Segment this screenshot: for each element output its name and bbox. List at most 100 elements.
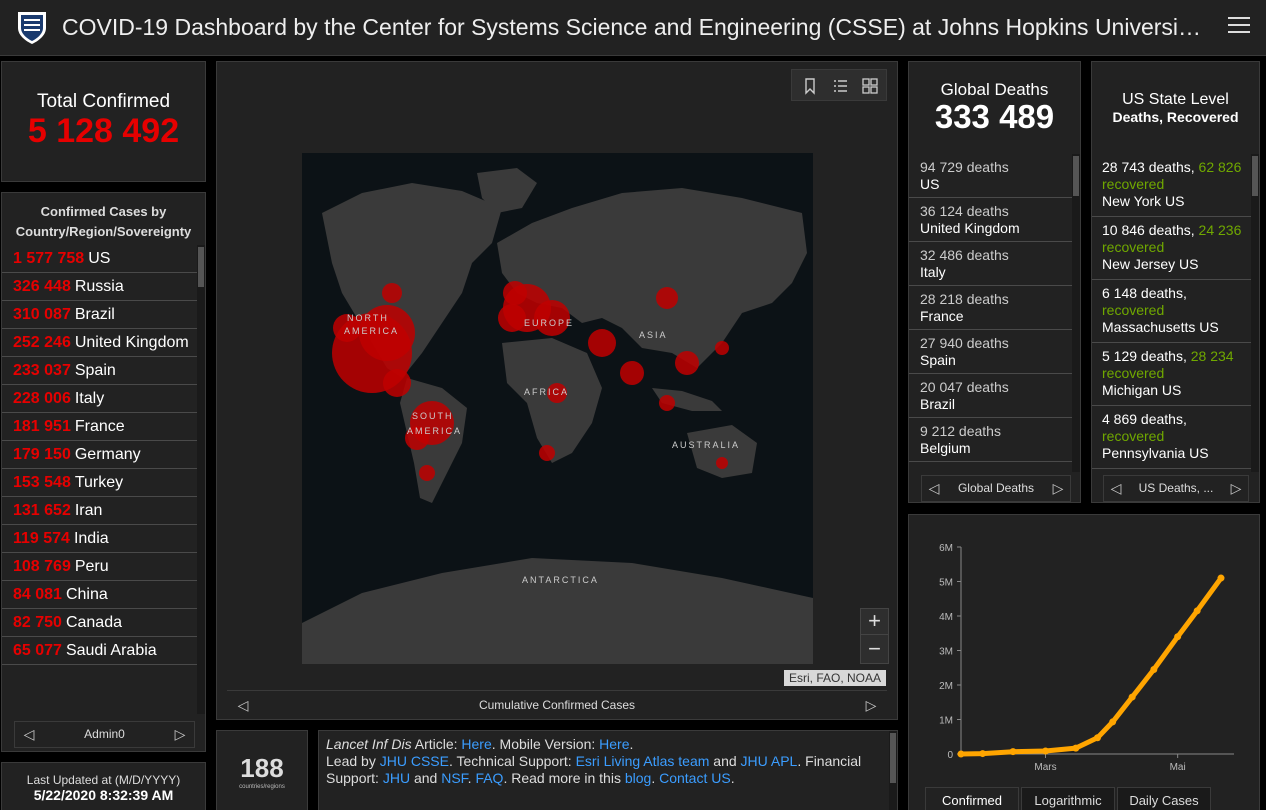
case-bubble-canada [382, 283, 402, 303]
chart-tab-logarithmic[interactable]: Logarithmic [1021, 787, 1115, 810]
country-list-item[interactable]: 82 750 Canada [2, 609, 199, 637]
deaths-list-item[interactable]: 94 729 deaths US [909, 154, 1073, 198]
country-list[interactable]: 1 577 758 US 326 448 Russia 310 087 Brazil 252… [2, 245, 199, 714]
country-list-item[interactable]: 228 006 Italy [2, 385, 199, 413]
country-list-item[interactable]: 252 246 United Kingdom [2, 329, 199, 357]
map-label: EUROPE [524, 318, 574, 328]
deaths-list[interactable]: 94 729 deaths US 36 124 deaths United Kingd… [909, 154, 1073, 472]
deaths-list-item[interactable]: 36 124 deaths United Kingdom [909, 198, 1073, 242]
country-list-item[interactable]: 119 574 India [2, 525, 199, 553]
faq-link[interactable]: FAQ [475, 770, 504, 786]
country-list-item[interactable]: 153 548 Turkey [2, 469, 199, 497]
country-list-item[interactable]: 108 769 Peru [2, 553, 199, 581]
deaths-place: Brazil [920, 396, 956, 412]
us-state-deaths: 4 869 deaths, [1102, 411, 1187, 427]
zoom-in-button[interactable]: + [861, 609, 888, 635]
deaths-scrollbar[interactable] [1072, 154, 1080, 472]
country-list-scrollbar[interactable] [197, 245, 205, 714]
us-state-list-item[interactable]: 6 148 deaths, recovered Massachusetts US [1092, 280, 1252, 343]
prev-arrow-icon[interactable]: ◁ [23, 726, 35, 742]
country-list-item[interactable]: 179 150 Germany [2, 441, 199, 469]
country-list-item[interactable]: 131 652 Iran [2, 497, 199, 525]
chart-tab-daily-cases[interactable]: Daily Cases [1117, 787, 1211, 810]
next-arrow-icon[interactable]: ▷ [1052, 480, 1064, 496]
jhu-csse-link[interactable]: JHU CSSE [379, 753, 449, 769]
country-name: Saudi Arabia [65, 642, 157, 659]
country-list-item[interactable]: 1 577 758 US [2, 245, 199, 273]
next-map-arrow-icon[interactable]: ▷ [865, 697, 877, 713]
map-label: NORTH [347, 313, 389, 323]
series-line [958, 575, 1224, 757]
us-state-deaths: 5 129 deaths, [1102, 348, 1187, 364]
info-text: . [730, 770, 735, 786]
country-confirmed-value: 252 246 [13, 334, 71, 351]
deaths-place: Spain [920, 352, 956, 368]
data-point [1094, 734, 1101, 742]
chart-tab-confirmed[interactable]: Confirmed [925, 787, 1019, 810]
us-state-list-item[interactable]: 10 846 deaths, 24 236 recovered New Jersey… [1092, 217, 1252, 280]
jhu-apl-link[interactable]: JHU APL [740, 753, 798, 769]
bookmark-icon[interactable] [800, 76, 820, 96]
confirmed-chart-panel: 0 1M 2M 3M 4M 5M 6M Mars Mai Confirmed Logarithmi… [908, 514, 1260, 810]
info-text: . [629, 736, 634, 752]
scrollbar-thumb[interactable] [1252, 156, 1258, 196]
us-state-list[interactable]: 28 743 deaths, 62 826 recovered New York U… [1092, 154, 1252, 472]
us-state-scrollbar[interactable] [1251, 154, 1259, 472]
map-panel: NORTH AMERICA EUROPE ASIA AFRICA SOUTH A… [216, 61, 898, 720]
deaths-list-item[interactable]: 9 212 deaths Belgium [909, 418, 1073, 462]
data-point [979, 750, 987, 758]
deaths-list-item[interactable]: 28 218 deaths France [909, 286, 1073, 330]
deaths-list-item[interactable]: 20 047 deaths Brazil [909, 374, 1073, 418]
us-state-deaths: 28 743 deaths, [1102, 159, 1195, 175]
deaths-place: United Kingdom [920, 220, 1020, 236]
zoom-out-button[interactable]: − [868, 636, 881, 661]
jhu-link[interactable]: JHU [382, 770, 411, 786]
next-arrow-icon[interactable]: ▷ [1230, 480, 1242, 496]
scrollbar-thumb[interactable] [198, 247, 204, 287]
prev-arrow-icon[interactable]: ◁ [1110, 480, 1122, 496]
world-map[interactable]: NORTH AMERICA EUROPE ASIA AFRICA SOUTH A… [302, 153, 813, 664]
deaths-list-item[interactable]: 27 940 deaths Spain [909, 330, 1073, 374]
basemap-gallery-icon[interactable] [860, 76, 880, 96]
us-state-list-item[interactable]: 5 129 deaths, 28 234 recovered Michigan US [1092, 343, 1252, 406]
map-label: AFRICA [524, 387, 569, 397]
nsf-link[interactable]: NSF [441, 770, 468, 786]
us-state-list-item[interactable]: 4 869 deaths, recovered Pennsylvania US [1092, 406, 1252, 469]
next-arrow-icon[interactable]: ▷ [174, 726, 186, 742]
country-list-item[interactable]: 310 087 Brazil [2, 301, 199, 329]
scrollbar-thumb[interactable] [1073, 156, 1079, 196]
info-scrollbar[interactable] [889, 731, 897, 810]
data-point [1128, 693, 1136, 701]
esri-link[interactable]: Esri Living Atlas team [575, 753, 710, 769]
blog-link[interactable]: blog [624, 770, 652, 786]
confirmed-line-chart: 0 1M 2M 3M 4M 5M 6M Mars Mai [939, 543, 1234, 773]
chart-tabs: Confirmed Logarithmic Daily Cases [925, 787, 1255, 810]
x-tick-label: Mai [1170, 762, 1186, 773]
country-list-item[interactable]: 181 951 France [2, 413, 199, 441]
us-state-recovered-value: 28 234 [1190, 348, 1234, 364]
deaths-list-item[interactable]: 32 486 deaths Italy [909, 242, 1073, 286]
y-tick-label: 1M [939, 716, 953, 727]
countries-count-label: countries/regions [239, 784, 285, 790]
country-list-item[interactable]: 233 037 Spain [2, 357, 199, 385]
info-text: . Read more in this [503, 770, 625, 786]
prev-map-arrow-icon[interactable]: ◁ [237, 697, 249, 713]
scrollbar-thumb[interactable] [890, 733, 896, 783]
hamburger-menu-icon[interactable] [1228, 17, 1250, 37]
country-list-item[interactable]: 326 448 Russia [2, 273, 199, 301]
prev-arrow-icon[interactable]: ◁ [928, 480, 940, 496]
contact-link[interactable]: Contact US [659, 770, 731, 786]
info-text: and [709, 753, 741, 769]
article-link[interactable]: Here [461, 736, 492, 752]
deaths-place: France [920, 308, 964, 324]
deaths-footer: ◁ Global Deaths ▷ [921, 475, 1071, 502]
us-state-recovered-label: recovered [1102, 428, 1165, 444]
deaths-count: 9 212 deaths [920, 423, 1001, 439]
country-list-item[interactable]: 65 077 Saudi Arabia [2, 637, 199, 665]
info-text: Article: [411, 736, 462, 752]
us-state-list-item[interactable]: 28 743 deaths, 62 826 recovered New York U… [1092, 154, 1252, 217]
country-list-item[interactable]: 84 081 China [2, 581, 199, 609]
mobile-version-link[interactable]: Here [599, 736, 630, 752]
list-icon[interactable] [830, 76, 850, 96]
info-panel: Lancet Inf Dis Article: Here. Mobile Ver… [318, 730, 898, 810]
